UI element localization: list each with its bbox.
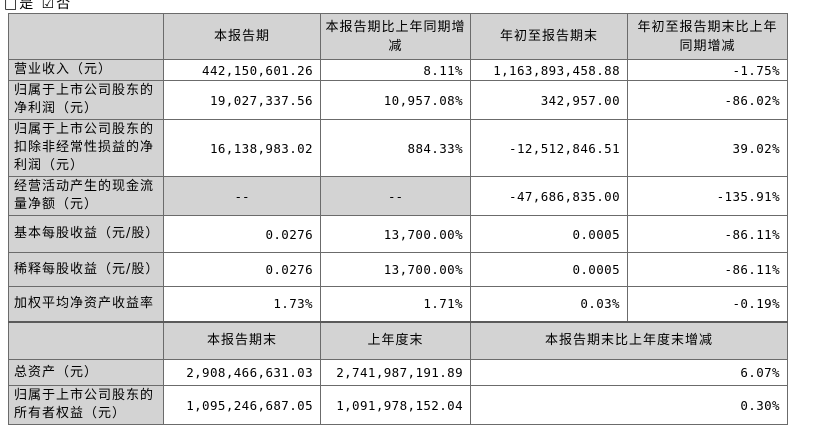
cell-ytd: 0.0005 bbox=[470, 215, 628, 253]
cell-current-period: 19,027,337.56 bbox=[163, 80, 321, 120]
cell-ytd-yoy-change: -86.11% bbox=[627, 252, 788, 287]
cell-current-period: 442,150,601.26 bbox=[163, 59, 321, 81]
row-label: 经营活动产生的现金流量净额（元） bbox=[8, 176, 164, 216]
header-row-1: 本报告期 本报告期比上年同期增减 年初至报告期末 年初至报告期末比上年同期增减 bbox=[8, 13, 788, 60]
row-label: 稀释每股收益（元/股） bbox=[8, 252, 164, 287]
row-operating-revenue: 营业收入（元） 442,150,601.26 8.11% 1,163,893,4… bbox=[8, 59, 788, 81]
row-total-assets: 总资产（元） 2,908,466,631.03 2,741,987,191.89… bbox=[8, 359, 788, 386]
cell-end-of-period: 1,095,246,687.05 bbox=[163, 385, 321, 425]
cell-current-period: 16,138,983.02 bbox=[163, 119, 321, 177]
cell-end-of-period: 2,908,466,631.03 bbox=[163, 359, 321, 386]
row-label: 归属于上市公司股东的扣除非经常性损益的净利润（元） bbox=[8, 119, 164, 177]
header-cell-ytd: 年初至报告期末 bbox=[470, 13, 628, 60]
row-equity-attributable: 归属于上市公司股东的所有者权益（元） 1,095,246,687.05 1,09… bbox=[8, 385, 788, 425]
cell-yoy-change: 10,957.08% bbox=[320, 80, 471, 120]
yes-no-checkboxes: □是 ☑否 bbox=[4, 0, 73, 12]
row-label: 归属于上市公司股东的所有者权益（元） bbox=[8, 385, 164, 425]
cell-ytd: -47,686,835.00 bbox=[470, 176, 628, 216]
row-weighted-average-roe: 加权平均净资产收益率 1.73% 1.71% 0.03% -0.19% bbox=[8, 286, 788, 322]
row-net-profit-excl-nonrecurring: 归属于上市公司股东的扣除非经常性损益的净利润（元） 16,138,983.02 … bbox=[8, 119, 788, 177]
financial-summary-table: 本报告期 本报告期比上年同期增减 年初至报告期末 年初至报告期末比上年同期增减 … bbox=[8, 13, 788, 425]
cell-ytd-yoy-change: -0.19% bbox=[627, 286, 788, 322]
cell-ytd-yoy-change: -86.02% bbox=[627, 80, 788, 120]
row-label: 营业收入（元） bbox=[8, 59, 164, 81]
cell-ytd: 342,957.00 bbox=[470, 80, 628, 120]
row-operating-cash-flow: 经营活动产生的现金流量净额（元） -- -- -47,686,835.00 -1… bbox=[8, 176, 788, 216]
cell-current-period: -- bbox=[163, 176, 321, 216]
cell-yoy-change: 884.33% bbox=[320, 119, 471, 177]
cell-current-period: 1.73% bbox=[163, 286, 321, 322]
row-net-profit-attributable: 归属于上市公司股东的净利润（元） 19,027,337.56 10,957.08… bbox=[8, 80, 788, 120]
row-label: 归属于上市公司股东的净利润（元） bbox=[8, 80, 164, 120]
cell-end-of-prev-year: 2,741,987,191.89 bbox=[320, 359, 471, 386]
cell-current-period: 0.0276 bbox=[163, 215, 321, 253]
row-diluted-eps: 稀释每股收益（元/股） 0.0276 13,700.00% 0.0005 -86… bbox=[8, 252, 788, 287]
header-cell-yoy-change: 本报告期比上年同期增减 bbox=[320, 13, 471, 60]
cell-ytd: 0.03% bbox=[470, 286, 628, 322]
cell-yoy-change: 13,700.00% bbox=[320, 252, 471, 287]
row-basic-eps: 基本每股收益（元/股） 0.0276 13,700.00% 0.0005 -86… bbox=[8, 215, 788, 253]
cell-ytd: -12,512,846.51 bbox=[470, 119, 628, 177]
cell-end-of-prev-year: 1,091,978,152.04 bbox=[320, 385, 471, 425]
header-cell-end-of-prev-year: 上年度末 bbox=[320, 320, 471, 360]
cell-ytd-yoy-change: -1.75% bbox=[627, 59, 788, 81]
cell-yoy-change: 1.71% bbox=[320, 286, 471, 322]
cell-yoy-change: -- bbox=[320, 176, 471, 216]
cell-change: 0.30% bbox=[470, 385, 788, 425]
row-label: 基本每股收益（元/股） bbox=[8, 215, 164, 253]
cell-ytd: 0.0005 bbox=[470, 252, 628, 287]
header-cell-end-of-period: 本报告期末 bbox=[163, 320, 321, 360]
cell-yoy-change: 8.11% bbox=[320, 59, 471, 81]
cell-current-period: 0.0276 bbox=[163, 252, 321, 287]
cell-ytd-yoy-change: -135.91% bbox=[627, 176, 788, 216]
header-cell-empty bbox=[8, 13, 164, 60]
header-cell-change-vs-prev-year-end: 本报告期末比上年度末增减 bbox=[470, 320, 788, 360]
row-label: 加权平均净资产收益率 bbox=[8, 286, 164, 322]
cell-ytd: 1,163,893,458.88 bbox=[470, 59, 628, 81]
row-label: 总资产（元） bbox=[8, 359, 164, 386]
header-cell-empty bbox=[8, 320, 164, 360]
cell-yoy-change: 13,700.00% bbox=[320, 215, 471, 253]
cell-change: 6.07% bbox=[470, 359, 788, 386]
cell-ytd-yoy-change: 39.02% bbox=[627, 119, 788, 177]
header-cell-current-period: 本报告期 bbox=[163, 13, 321, 60]
header-row-2: 本报告期末 上年度末 本报告期末比上年度末增减 bbox=[8, 320, 788, 360]
cell-ytd-yoy-change: -86.11% bbox=[627, 215, 788, 253]
header-cell-ytd-yoy-change: 年初至报告期末比上年同期增减 bbox=[627, 13, 788, 60]
